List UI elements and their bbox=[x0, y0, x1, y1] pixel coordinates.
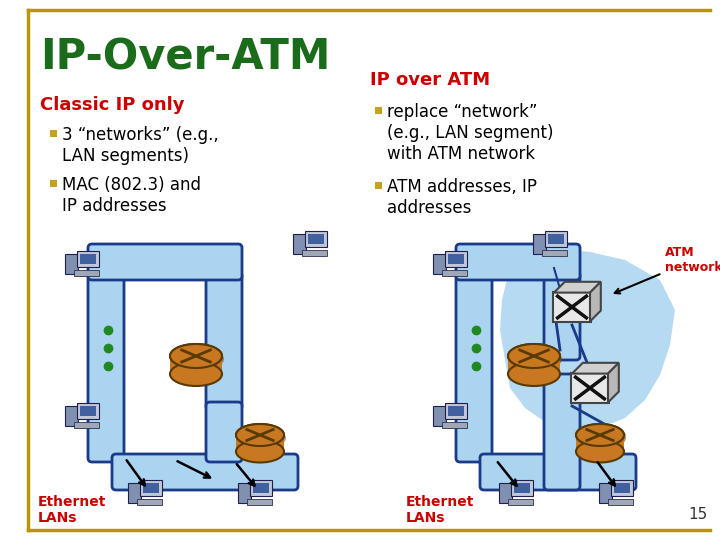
FancyBboxPatch shape bbox=[553, 292, 591, 322]
Polygon shape bbox=[500, 248, 675, 430]
FancyBboxPatch shape bbox=[480, 454, 636, 490]
Ellipse shape bbox=[508, 362, 560, 386]
FancyBboxPatch shape bbox=[546, 231, 567, 247]
FancyBboxPatch shape bbox=[80, 254, 96, 264]
Ellipse shape bbox=[508, 344, 560, 368]
FancyBboxPatch shape bbox=[433, 254, 446, 274]
FancyBboxPatch shape bbox=[533, 234, 546, 254]
FancyBboxPatch shape bbox=[80, 406, 96, 415]
FancyBboxPatch shape bbox=[499, 483, 512, 503]
FancyBboxPatch shape bbox=[448, 254, 464, 264]
FancyBboxPatch shape bbox=[253, 483, 269, 492]
Polygon shape bbox=[236, 435, 284, 451]
FancyBboxPatch shape bbox=[308, 234, 325, 244]
FancyBboxPatch shape bbox=[305, 231, 327, 247]
Polygon shape bbox=[572, 363, 618, 374]
FancyBboxPatch shape bbox=[238, 483, 251, 503]
FancyBboxPatch shape bbox=[78, 251, 99, 267]
FancyBboxPatch shape bbox=[88, 244, 242, 280]
FancyBboxPatch shape bbox=[206, 402, 242, 462]
FancyBboxPatch shape bbox=[614, 483, 631, 492]
FancyBboxPatch shape bbox=[206, 272, 242, 410]
FancyBboxPatch shape bbox=[140, 480, 162, 496]
FancyBboxPatch shape bbox=[442, 270, 467, 276]
FancyBboxPatch shape bbox=[446, 251, 467, 267]
Polygon shape bbox=[576, 435, 624, 451]
Text: IP-Over-ATM: IP-Over-ATM bbox=[40, 37, 330, 79]
Polygon shape bbox=[170, 356, 222, 374]
Text: Ethernet
LANs: Ethernet LANs bbox=[406, 495, 474, 525]
FancyBboxPatch shape bbox=[608, 499, 633, 505]
FancyBboxPatch shape bbox=[302, 250, 327, 256]
Ellipse shape bbox=[578, 427, 626, 449]
FancyBboxPatch shape bbox=[88, 272, 124, 462]
FancyBboxPatch shape bbox=[448, 406, 464, 415]
FancyBboxPatch shape bbox=[50, 130, 57, 137]
Ellipse shape bbox=[576, 424, 624, 446]
Text: MAC (802.3) and
IP addresses: MAC (802.3) and IP addresses bbox=[62, 176, 201, 215]
Text: 15: 15 bbox=[689, 507, 708, 522]
FancyBboxPatch shape bbox=[571, 373, 609, 403]
FancyBboxPatch shape bbox=[599, 483, 611, 503]
Ellipse shape bbox=[510, 347, 562, 371]
FancyBboxPatch shape bbox=[433, 407, 446, 427]
Ellipse shape bbox=[576, 424, 624, 446]
FancyBboxPatch shape bbox=[65, 254, 78, 274]
FancyBboxPatch shape bbox=[112, 454, 298, 490]
FancyBboxPatch shape bbox=[247, 499, 271, 505]
FancyBboxPatch shape bbox=[74, 422, 99, 428]
Text: ATM
network: ATM network bbox=[615, 246, 720, 293]
Ellipse shape bbox=[170, 344, 222, 368]
FancyBboxPatch shape bbox=[375, 181, 382, 188]
FancyBboxPatch shape bbox=[456, 244, 580, 280]
FancyBboxPatch shape bbox=[65, 407, 78, 427]
Ellipse shape bbox=[508, 344, 560, 368]
FancyBboxPatch shape bbox=[548, 234, 564, 244]
FancyBboxPatch shape bbox=[611, 480, 633, 496]
FancyBboxPatch shape bbox=[74, 270, 99, 276]
FancyBboxPatch shape bbox=[508, 499, 533, 505]
FancyBboxPatch shape bbox=[251, 480, 272, 496]
Text: ATM addresses, IP
addresses: ATM addresses, IP addresses bbox=[387, 178, 537, 217]
Text: replace “network”
(e.g., LAN segment)
with ATM network: replace “network” (e.g., LAN segment) wi… bbox=[387, 103, 554, 163]
Ellipse shape bbox=[238, 427, 286, 449]
Ellipse shape bbox=[236, 424, 284, 446]
Text: Ethernet
LANs: Ethernet LANs bbox=[38, 495, 107, 525]
Ellipse shape bbox=[170, 344, 222, 368]
Ellipse shape bbox=[236, 441, 284, 462]
Ellipse shape bbox=[576, 441, 624, 462]
FancyBboxPatch shape bbox=[514, 483, 531, 492]
FancyBboxPatch shape bbox=[293, 234, 305, 254]
Ellipse shape bbox=[236, 424, 284, 446]
FancyBboxPatch shape bbox=[442, 422, 467, 428]
FancyBboxPatch shape bbox=[143, 483, 159, 492]
Polygon shape bbox=[508, 356, 560, 374]
FancyBboxPatch shape bbox=[544, 374, 580, 490]
Ellipse shape bbox=[172, 347, 224, 371]
Polygon shape bbox=[590, 282, 600, 321]
FancyBboxPatch shape bbox=[138, 499, 162, 505]
FancyBboxPatch shape bbox=[542, 250, 567, 256]
FancyBboxPatch shape bbox=[128, 483, 140, 503]
FancyBboxPatch shape bbox=[544, 272, 580, 360]
FancyBboxPatch shape bbox=[511, 480, 534, 496]
FancyBboxPatch shape bbox=[446, 403, 467, 419]
Text: IP over ATM: IP over ATM bbox=[370, 71, 490, 89]
FancyBboxPatch shape bbox=[50, 179, 57, 186]
FancyBboxPatch shape bbox=[456, 272, 492, 462]
Ellipse shape bbox=[170, 362, 222, 386]
Polygon shape bbox=[608, 363, 618, 402]
FancyBboxPatch shape bbox=[78, 403, 99, 419]
Text: 3 “networks” (e.g.,
LAN segments): 3 “networks” (e.g., LAN segments) bbox=[62, 126, 219, 165]
FancyBboxPatch shape bbox=[375, 106, 382, 113]
Text: Classic IP only: Classic IP only bbox=[40, 96, 184, 114]
Polygon shape bbox=[554, 282, 600, 293]
